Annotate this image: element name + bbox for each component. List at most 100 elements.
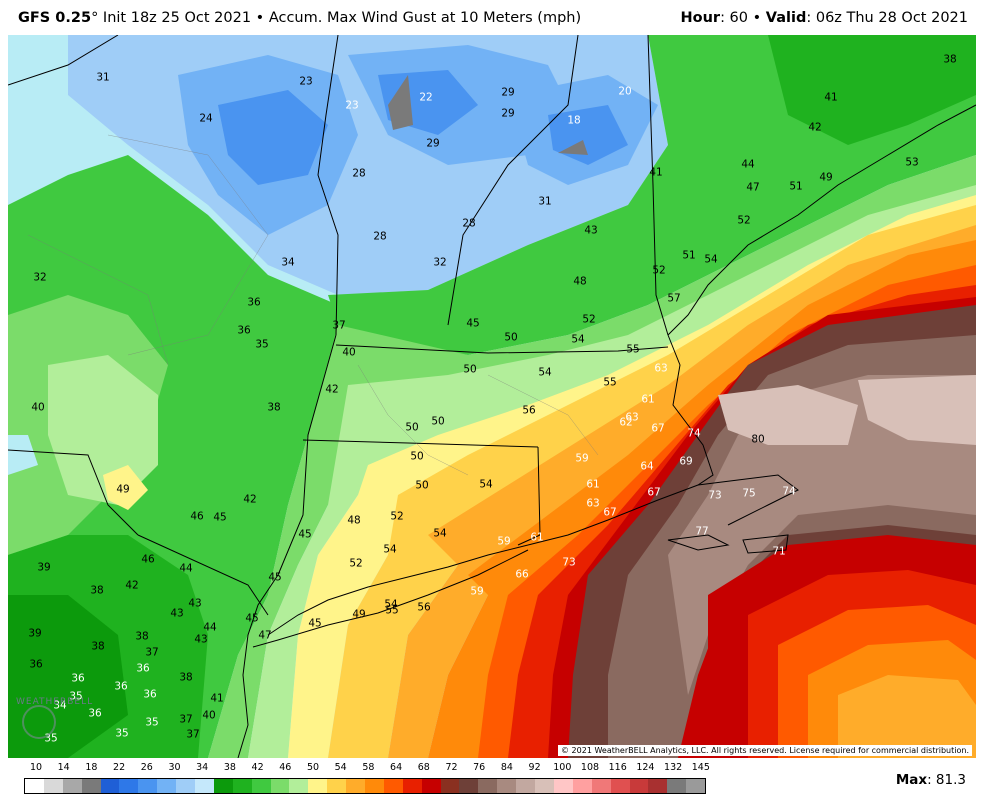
legend-swatch bbox=[535, 779, 554, 793]
wind-gust-value: 73 bbox=[708, 489, 722, 502]
wind-gust-value: 46 bbox=[190, 510, 204, 523]
max-value: Max: 81.3 bbox=[896, 772, 966, 788]
wind-gust-value: 28 bbox=[373, 230, 387, 243]
title-bullet: • bbox=[251, 10, 269, 26]
wind-gust-value: 54 bbox=[479, 478, 493, 491]
map-canvas bbox=[8, 35, 976, 758]
legend-tick-label: 92 bbox=[528, 762, 541, 773]
legend-tick-label: 46 bbox=[279, 762, 292, 773]
wind-gust-value: 56 bbox=[417, 601, 431, 614]
legend-swatch bbox=[383, 779, 403, 793]
wind-gust-value: 67 bbox=[651, 422, 665, 435]
legend-tick-label: 26 bbox=[140, 762, 153, 773]
wind-gust-value: 47 bbox=[258, 629, 272, 642]
wind-gust-value: 54 bbox=[704, 253, 718, 266]
wind-gust-value: 49 bbox=[352, 608, 366, 621]
legend-swatch bbox=[497, 779, 517, 793]
valid-label: Valid bbox=[765, 10, 807, 26]
legend-tick-label: 68 bbox=[417, 762, 430, 773]
wind-gust-value: 45 bbox=[466, 317, 480, 330]
wind-gust-value: 55 bbox=[603, 376, 617, 389]
legend-tick-label: 72 bbox=[445, 762, 458, 773]
legend-swatch bbox=[553, 779, 573, 793]
wind-gust-value: 53 bbox=[905, 156, 919, 169]
wind-gust-value: 28 bbox=[352, 167, 366, 180]
wind-gust-value: 42 bbox=[325, 383, 339, 396]
wind-gust-value: 42 bbox=[243, 493, 257, 506]
color-legend: 10 14 18 22 26 30 34 38 42 46 50 54 58 64 68 72 76 84 92 10… bbox=[24, 762, 710, 802]
wind-gust-value: 38 bbox=[90, 584, 104, 597]
wind-gust-value: 40 bbox=[31, 401, 45, 414]
wind-gust-value: 52 bbox=[737, 214, 751, 227]
map-title: GFS 0.25° Init 18z 25 Oct 2021 • Accum. … bbox=[18, 10, 581, 26]
wind-gust-value: 42 bbox=[808, 121, 822, 134]
legend-swatch bbox=[43, 779, 63, 793]
wind-gust-value: 36 bbox=[114, 680, 128, 693]
legend-swatch bbox=[516, 779, 536, 793]
wind-gust-value: 18 bbox=[567, 114, 581, 127]
wind-gust-value: 38 bbox=[135, 630, 149, 643]
wind-gust-value: 44 bbox=[203, 621, 217, 634]
wind-gust-value: 32 bbox=[433, 256, 447, 269]
wind-gust-value: 61 bbox=[641, 393, 655, 406]
legend-tick-label: 64 bbox=[390, 762, 403, 773]
legend-swatch bbox=[270, 779, 290, 793]
wind-gust-value: 80 bbox=[751, 433, 765, 446]
legend-tick-label: 100 bbox=[553, 762, 572, 773]
legend-tick-label: 145 bbox=[691, 762, 710, 773]
wind-gust-value: 52 bbox=[652, 264, 666, 277]
wind-gust-value: 47 bbox=[746, 181, 760, 194]
wind-gust-value: 38 bbox=[943, 53, 957, 66]
legend-swatch bbox=[686, 779, 706, 793]
wind-gust-value: 64 bbox=[640, 460, 654, 473]
legend-tick-label: 54 bbox=[334, 762, 347, 773]
model-name: GFS 0.25 bbox=[18, 10, 92, 26]
wind-gust-value: 35 bbox=[115, 727, 129, 740]
wind-gust-value: 38 bbox=[267, 401, 281, 414]
wind-gust-value: 50 bbox=[405, 421, 419, 434]
legend-swatch bbox=[421, 779, 441, 793]
hour-label: Hour bbox=[680, 10, 721, 26]
legend-swatch bbox=[119, 779, 139, 793]
wind-gust-value: 20 bbox=[618, 85, 632, 98]
wind-gust-value: 23 bbox=[345, 99, 359, 112]
legend-tick-label: 38 bbox=[223, 762, 236, 773]
legend-tick-label: 58 bbox=[362, 762, 375, 773]
wind-gust-value: 51 bbox=[682, 249, 696, 262]
legend-swatch bbox=[648, 779, 668, 793]
legend-swatch bbox=[157, 779, 177, 793]
wind-gust-value: 23 bbox=[299, 75, 313, 88]
wind-gust-value: 43 bbox=[170, 607, 184, 620]
wind-gust-value: 38 bbox=[91, 640, 105, 653]
legend-swatch bbox=[25, 779, 44, 793]
wind-gust-value: 61 bbox=[530, 531, 544, 544]
wind-gust-value: 43 bbox=[194, 633, 208, 646]
wind-gust-value: 50 bbox=[410, 450, 424, 463]
wind-gust-value: 35 bbox=[145, 716, 159, 729]
wind-gust-value: 51 bbox=[789, 180, 803, 193]
wind-gust-value: 44 bbox=[179, 562, 193, 575]
degree-symbol: ° bbox=[91, 10, 99, 26]
wind-gust-value: 39 bbox=[28, 627, 42, 640]
wind-gust-value: 31 bbox=[96, 71, 110, 84]
wind-gust-value: 45 bbox=[308, 617, 322, 630]
wind-gust-value: 49 bbox=[116, 483, 130, 496]
legend-swatch bbox=[176, 779, 196, 793]
field-name: Accum. Max Wind Gust at 10 Meters (mph) bbox=[268, 10, 582, 26]
wind-gust-value: 35 bbox=[69, 690, 83, 703]
wind-gust-value: 36 bbox=[136, 662, 150, 675]
legend-swatch bbox=[232, 779, 252, 793]
legend-swatch bbox=[365, 779, 384, 793]
wind-gust-value: 40 bbox=[342, 346, 356, 359]
wind-gust-value: 44 bbox=[741, 158, 755, 171]
legend-tick-label: 124 bbox=[636, 762, 655, 773]
legend-tick-label: 34 bbox=[196, 762, 209, 773]
wind-gust-value: 45 bbox=[213, 511, 227, 524]
wind-gust-value: 41 bbox=[210, 692, 224, 705]
wind-gust-value: 77 bbox=[695, 525, 709, 538]
wind-gust-value: 42 bbox=[125, 579, 139, 592]
wind-gust-value: 59 bbox=[575, 452, 589, 465]
wind-gust-value: 40 bbox=[202, 709, 216, 722]
legend-swatch bbox=[195, 779, 214, 793]
legend-swatch bbox=[308, 779, 328, 793]
